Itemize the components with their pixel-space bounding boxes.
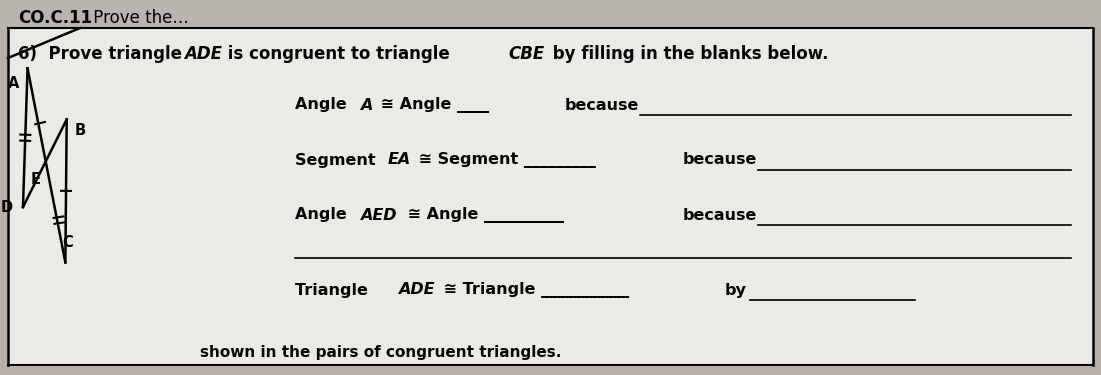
Text: is congruent to triangle: is congruent to triangle xyxy=(222,45,456,63)
Text: ≅ Triangle ___________: ≅ Triangle ___________ xyxy=(438,282,629,298)
Text: 6)  Prove triangle: 6) Prove triangle xyxy=(18,45,188,63)
Text: because: because xyxy=(683,153,757,168)
Text: ADE: ADE xyxy=(184,45,222,63)
Bar xyxy=(0,0,1101,28)
Text: E: E xyxy=(31,172,41,188)
Text: CBE: CBE xyxy=(508,45,544,63)
Text: by filling in the blanks below.: by filling in the blanks below. xyxy=(547,45,828,63)
Text: Triangle: Triangle xyxy=(295,282,373,297)
Text: Segment: Segment xyxy=(295,153,381,168)
Text: because: because xyxy=(683,207,757,222)
Text: by: by xyxy=(724,282,746,297)
Text: AED: AED xyxy=(360,207,396,222)
Text: A: A xyxy=(360,98,372,112)
Text: ≅ Angle __________: ≅ Angle __________ xyxy=(402,207,564,223)
Text: Angle: Angle xyxy=(295,207,352,222)
Text: B: B xyxy=(75,123,86,138)
Text: EA: EA xyxy=(388,153,412,168)
Text: ADE: ADE xyxy=(397,282,435,297)
Text: Angle: Angle xyxy=(295,98,352,112)
Text: A: A xyxy=(8,76,20,92)
Text: CO.C.11: CO.C.11 xyxy=(18,9,92,27)
Bar xyxy=(8,28,1093,365)
Text: shown in the pairs of congruent triangles.: shown in the pairs of congruent triangle… xyxy=(200,345,562,360)
Text: because: because xyxy=(565,98,640,112)
Text: D: D xyxy=(1,200,13,214)
Text: ≅ Segment _________: ≅ Segment _________ xyxy=(413,152,596,168)
Text: Prove the…: Prove the… xyxy=(88,9,189,27)
Text: C: C xyxy=(62,236,73,250)
Text: ≅ Angle ____: ≅ Angle ____ xyxy=(375,97,489,113)
